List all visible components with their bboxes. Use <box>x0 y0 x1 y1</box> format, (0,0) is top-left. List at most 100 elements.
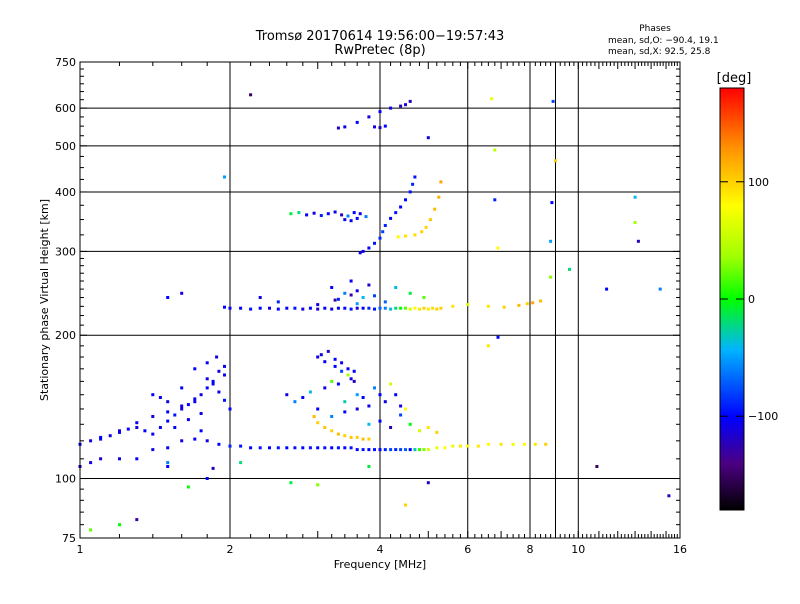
data-point <box>166 465 170 468</box>
data-point <box>355 448 359 452</box>
data-point <box>533 442 537 446</box>
data-point <box>323 306 327 310</box>
data-point <box>511 442 515 446</box>
data-point <box>151 415 155 418</box>
data-point <box>525 302 529 306</box>
data-point <box>431 306 435 310</box>
data-point <box>361 448 365 452</box>
data-point <box>373 448 376 452</box>
x-tick-label: 16 <box>673 543 687 556</box>
data-point <box>355 216 359 220</box>
data-point <box>249 307 253 311</box>
data-point <box>435 307 439 311</box>
data-point <box>389 216 393 220</box>
data-point <box>158 396 162 399</box>
data-point <box>205 361 209 365</box>
data-point <box>426 426 430 429</box>
data-point <box>323 360 327 364</box>
x-tick-label: 6 <box>464 543 471 556</box>
data-point <box>343 218 347 222</box>
data-point <box>422 296 426 299</box>
data-point <box>367 437 371 441</box>
data-point <box>383 224 387 227</box>
data-point <box>330 307 334 311</box>
data-point <box>413 448 417 452</box>
data-point <box>180 386 184 390</box>
data-point <box>378 448 382 452</box>
data-point <box>383 448 387 452</box>
x-tick-label: 8 <box>527 543 534 556</box>
data-point <box>399 448 403 452</box>
data-point <box>99 457 103 461</box>
data-point <box>378 126 382 130</box>
data-point <box>389 426 393 429</box>
data-point <box>383 124 387 128</box>
data-point <box>343 306 347 310</box>
data-point <box>349 293 353 297</box>
y-tick-label: 750 <box>55 56 76 69</box>
data-point <box>355 302 359 306</box>
data-point <box>399 413 403 417</box>
data-points <box>78 93 671 532</box>
data-point <box>404 407 407 411</box>
data-point <box>323 386 327 390</box>
data-point <box>118 457 121 461</box>
y-tick-label: 100 <box>55 473 76 486</box>
data-point <box>166 296 170 299</box>
data-point <box>340 369 344 373</box>
data-point <box>215 355 219 359</box>
data-point <box>333 210 337 214</box>
data-point <box>118 430 121 434</box>
data-point <box>258 306 262 310</box>
stats-line-x: mean, sd,X: 92.5, 25.8 <box>608 47 711 57</box>
data-point <box>336 382 340 386</box>
data-point <box>667 494 671 498</box>
data-point <box>316 446 320 450</box>
data-point <box>346 367 350 371</box>
data-point <box>352 211 356 215</box>
y-tick-label: 400 <box>55 186 76 199</box>
data-point <box>308 446 312 450</box>
data-point <box>458 444 462 448</box>
data-point <box>394 448 398 452</box>
data-point <box>151 432 155 436</box>
data-point <box>336 432 340 436</box>
data-point <box>549 275 553 279</box>
colorbar-ticks: 100 0 −100 <box>720 176 778 423</box>
data-point <box>383 306 387 310</box>
data-point <box>658 287 662 291</box>
data-point <box>239 444 243 448</box>
data-point <box>333 298 337 302</box>
data-point <box>352 379 356 383</box>
data-point <box>399 306 403 310</box>
data-point <box>349 279 353 283</box>
data-point <box>319 214 323 217</box>
data-point <box>394 286 398 289</box>
data-point <box>285 393 289 397</box>
data-point <box>135 421 139 425</box>
data-point <box>378 393 382 397</box>
data-point <box>418 307 421 311</box>
data-point <box>336 446 340 450</box>
data-point <box>367 448 371 452</box>
data-point <box>496 335 500 339</box>
x-tick-label: 4 <box>377 543 384 556</box>
data-point <box>378 236 382 240</box>
data-point <box>193 437 197 441</box>
data-point <box>404 103 407 107</box>
data-point <box>199 393 203 397</box>
data-point <box>89 461 93 465</box>
data-point <box>180 404 184 408</box>
data-point <box>550 201 554 205</box>
data-point <box>367 404 371 408</box>
data-point <box>333 364 337 368</box>
data-point <box>420 230 424 234</box>
data-point <box>301 446 305 450</box>
data-point <box>408 99 412 103</box>
data-point <box>633 195 637 199</box>
data-point <box>493 198 497 202</box>
data-point <box>383 300 387 304</box>
data-point <box>205 377 209 381</box>
data-point <box>502 305 506 309</box>
data-point <box>316 303 320 307</box>
